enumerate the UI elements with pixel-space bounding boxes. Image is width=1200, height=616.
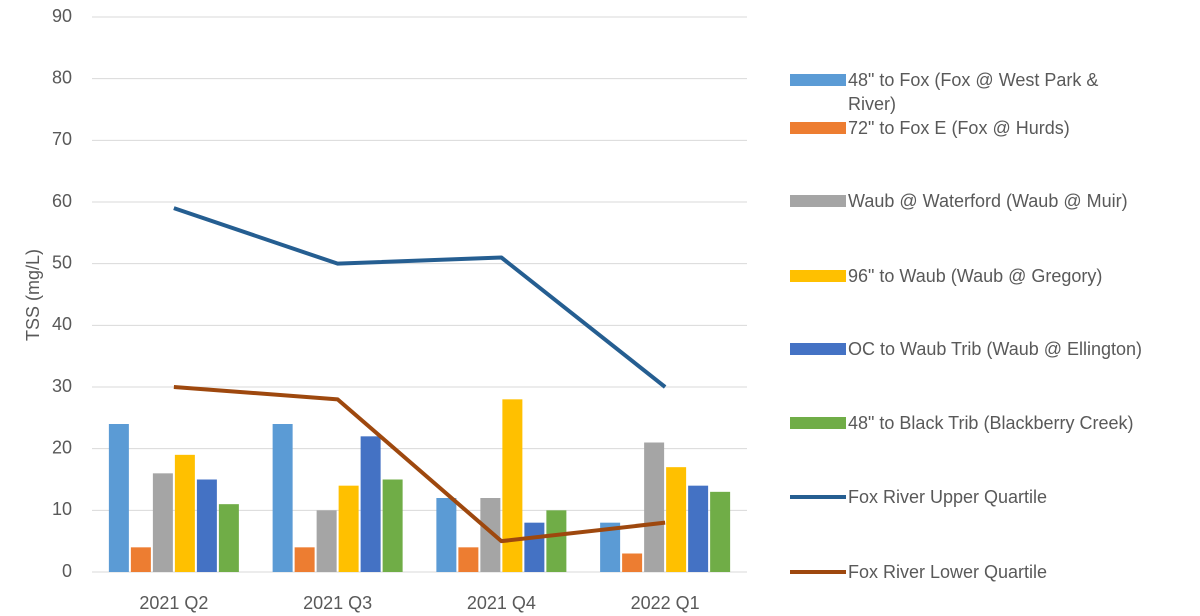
legend-swatch (790, 122, 846, 134)
x-tick-label: 2021 Q3 (303, 593, 372, 613)
line (173, 385, 666, 544)
bar (360, 436, 381, 572)
bar (458, 547, 479, 572)
bar (710, 491, 731, 572)
y-tick-label: 90 (52, 6, 72, 26)
bar (666, 467, 687, 572)
y-tick-label: 30 (52, 376, 72, 396)
bar (218, 504, 239, 572)
bar (130, 547, 151, 572)
x-tick-label: 2021 Q4 (467, 593, 536, 613)
bar (546, 510, 567, 572)
x-tick-label: 2021 Q2 (139, 593, 208, 613)
bar (622, 553, 643, 572)
bar (174, 454, 195, 572)
bar (108, 424, 129, 572)
legend-label: 72" to Fox E (Fox @ Hurds) (848, 118, 1070, 138)
bar (644, 442, 665, 572)
bar (316, 510, 337, 572)
legend-swatch (790, 343, 846, 355)
y-tick-label: 20 (52, 437, 72, 457)
bar (436, 498, 457, 572)
legend-label: OC to Waub Trib (Waub @ Ellington) (848, 339, 1143, 359)
legend-swatch (790, 74, 846, 86)
legend-swatch (790, 195, 846, 207)
legend-swatch (790, 270, 846, 282)
y-tick-label: 10 (52, 499, 72, 519)
legend-label: 96" to Waub (Waub @ Gregory) (848, 266, 1103, 286)
legend-label: Fox River Lower Quartile (848, 562, 1048, 582)
bar (272, 424, 293, 572)
y-tick-label: 70 (52, 129, 72, 149)
legend-label: Waub @ Waterford (Waub @ Muir) (848, 191, 1128, 211)
line (173, 206, 667, 389)
legend-swatch (790, 417, 846, 429)
bar (294, 547, 315, 572)
bar (152, 473, 173, 572)
bar (600, 522, 621, 572)
bar (480, 498, 501, 572)
legend-label: Fox River Upper Quartile (848, 487, 1048, 507)
bar (524, 522, 545, 572)
y-tick-label: 50 (52, 252, 72, 272)
y-tick-label: 80 (52, 67, 72, 87)
y-axis-label: TSS (mg/L) (23, 249, 43, 341)
bar (502, 399, 523, 572)
y-tick-label: 40 (52, 314, 72, 334)
legend-label: 48" to Black Trib (Blackberry Creek) (848, 413, 1134, 433)
y-tick-label: 0 (62, 561, 72, 581)
bar (338, 485, 359, 572)
bar (382, 479, 403, 572)
legend-label: 48" to Fox (Fox @ West Park & River) (848, 70, 1099, 114)
bar (196, 479, 217, 572)
bar (688, 485, 709, 572)
y-tick-label: 60 (52, 191, 72, 211)
x-tick-label: 2022 Q1 (631, 593, 700, 613)
